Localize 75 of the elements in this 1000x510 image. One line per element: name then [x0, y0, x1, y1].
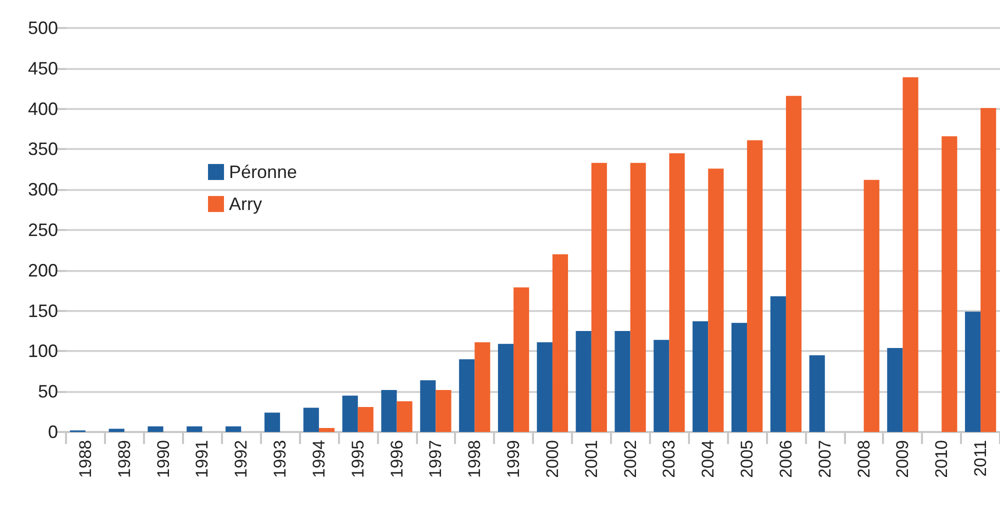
bar [436, 390, 452, 432]
y-tick-label: 500 [28, 18, 58, 38]
bar [964, 312, 981, 432]
x-tick-label: 1988 [76, 440, 95, 478]
bar [303, 408, 319, 432]
bar [747, 140, 763, 432]
bar [902, 77, 918, 432]
x-tick-label: 2000 [542, 440, 562, 478]
bar [576, 331, 592, 432]
x-tick-label: 2007 [815, 440, 834, 478]
y-tick-label: 350 [28, 139, 58, 160]
x-tick-label: 2005 [738, 440, 757, 478]
y-tick-label: 300 [28, 180, 58, 200]
bar [654, 340, 670, 432]
y-tick-label: 450 [28, 58, 58, 78]
x-tick-label: 1989 [114, 440, 134, 478]
y-tick-label: 50 [38, 382, 58, 402]
bar [786, 96, 802, 432]
y-tick-label: 250 [28, 220, 58, 240]
bar [614, 331, 630, 432]
bar [148, 426, 164, 432]
legend-label: Péronne [229, 162, 298, 182]
x-tick-label: 1998 [465, 440, 484, 478]
x-tick-label: 1997 [426, 440, 446, 478]
bar [770, 296, 786, 432]
bar [942, 136, 958, 432]
bar [318, 428, 335, 432]
y-tick-label: 400 [28, 98, 58, 119]
x-tick-label: 1993 [270, 440, 290, 478]
bar [591, 162, 607, 432]
bar [264, 412, 280, 432]
x-tick-label: 1992 [232, 440, 251, 478]
bar [226, 426, 242, 432]
y-tick-label: 100 [28, 341, 58, 362]
bar [108, 428, 124, 432]
bar [536, 342, 552, 432]
bar [381, 390, 397, 432]
x-tick-label: 2002 [620, 440, 640, 478]
x-tick-label: 1990 [154, 440, 173, 478]
bar [630, 162, 646, 432]
bar [459, 359, 475, 432]
x-tick-label: 1996 [387, 440, 406, 478]
x-tick-label: 2009 [893, 440, 912, 478]
x-tick-label: 2004 [698, 440, 718, 478]
bar [864, 180, 880, 432]
x-tick-label: 2001 [582, 440, 601, 478]
bar [342, 396, 358, 432]
y-tick-label: 150 [28, 300, 58, 321]
bar [514, 287, 530, 432]
bar [186, 426, 202, 432]
bar [358, 406, 374, 432]
x-tick-label: 2008 [854, 440, 874, 478]
bar [708, 168, 724, 432]
bar [420, 380, 436, 432]
bar [669, 153, 685, 432]
bar [396, 401, 412, 432]
x-tick-label: 1994 [309, 440, 328, 478]
y-tick-label: 200 [28, 260, 58, 280]
legend-label: Arry [229, 194, 262, 214]
x-tick-label: 1995 [348, 440, 368, 478]
bar [474, 342, 490, 432]
x-tick-label: 2011 [971, 440, 990, 477]
x-tick-label: 2003 [660, 440, 679, 478]
x-tick-label: 1991 [192, 440, 212, 478]
bar [498, 344, 514, 432]
bar [809, 355, 825, 432]
bar [552, 254, 568, 432]
bar [731, 322, 748, 432]
bar [692, 321, 708, 432]
bar [887, 348, 903, 432]
x-tick-label: 2006 [776, 440, 796, 478]
y-tick-label: 0 [48, 422, 58, 442]
x-tick-label: 2010 [932, 440, 952, 478]
bar [980, 108, 996, 432]
x-tick-label: 1999 [504, 440, 524, 478]
